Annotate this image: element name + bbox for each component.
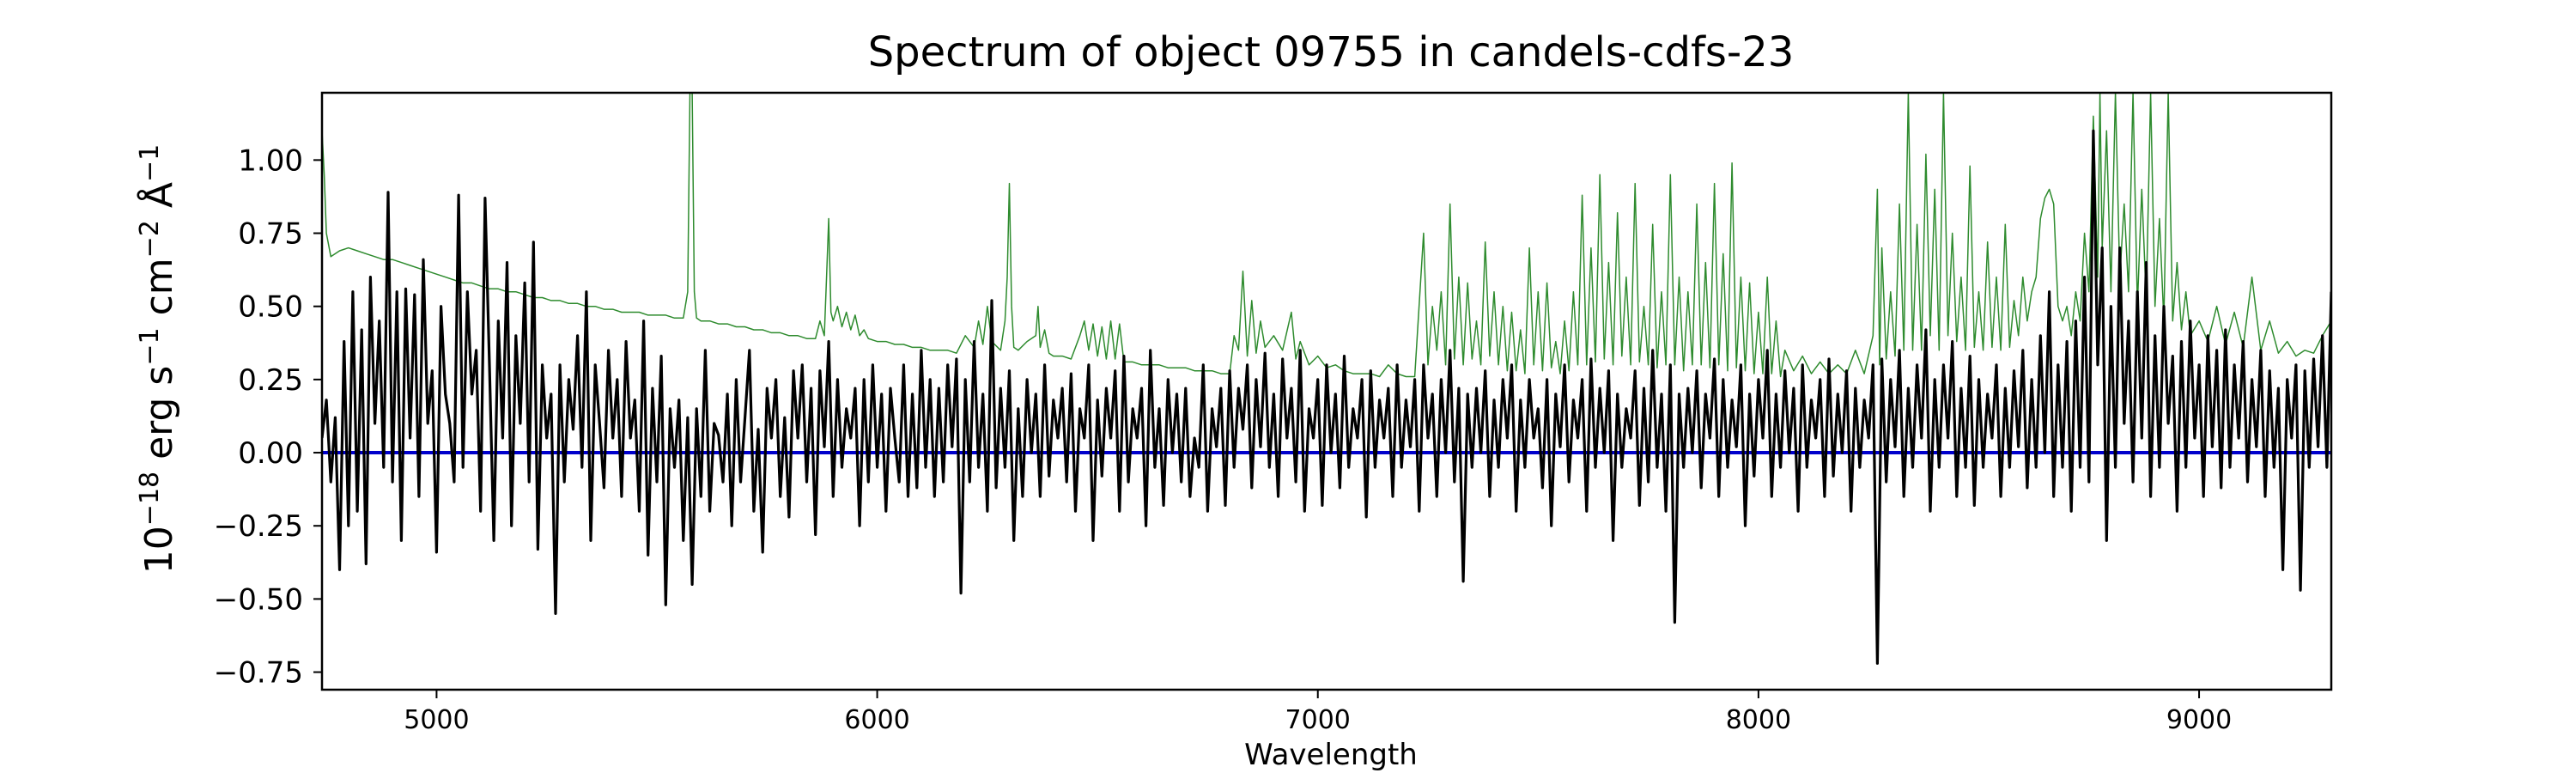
y-axis-label: 10−18 erg s−1 cm−2 Å−1 [135, 144, 181, 574]
y-tick-label: 1.00 [238, 143, 303, 178]
y-tick-label: 0.75 [238, 217, 303, 252]
x-tick-label: 7000 [1285, 705, 1351, 735]
x-tick-label: 5000 [404, 705, 469, 735]
y-tick-label: −0.75 [214, 656, 303, 691]
x-tick-label: 6000 [844, 705, 909, 735]
x-tick-label: 8000 [1726, 705, 1791, 735]
plot-frame [320, 91, 2333, 691]
x-tick-label: 9000 [2166, 705, 2232, 735]
y-tick-label: 0.00 [238, 436, 303, 471]
y-tick-label: −0.50 [214, 582, 303, 617]
chart-title: Spectrum of object 09755 in candels-cdfs… [868, 28, 1795, 76]
axes: 5000 6000 7000 8000 9000 1.00 0.75 0.50 0.25 0.00… [214, 91, 2333, 735]
y-tick-label: 0.25 [238, 363, 303, 398]
y-tick-label: 0.50 [238, 290, 303, 325]
plot-area [322, 93, 2331, 665]
series-line-0 [322, 129, 2331, 665]
x-axis-label: Wavelength [1244, 738, 1418, 772]
series-line-1 [322, 93, 2331, 378]
y-tick-label: −0.25 [214, 509, 303, 544]
